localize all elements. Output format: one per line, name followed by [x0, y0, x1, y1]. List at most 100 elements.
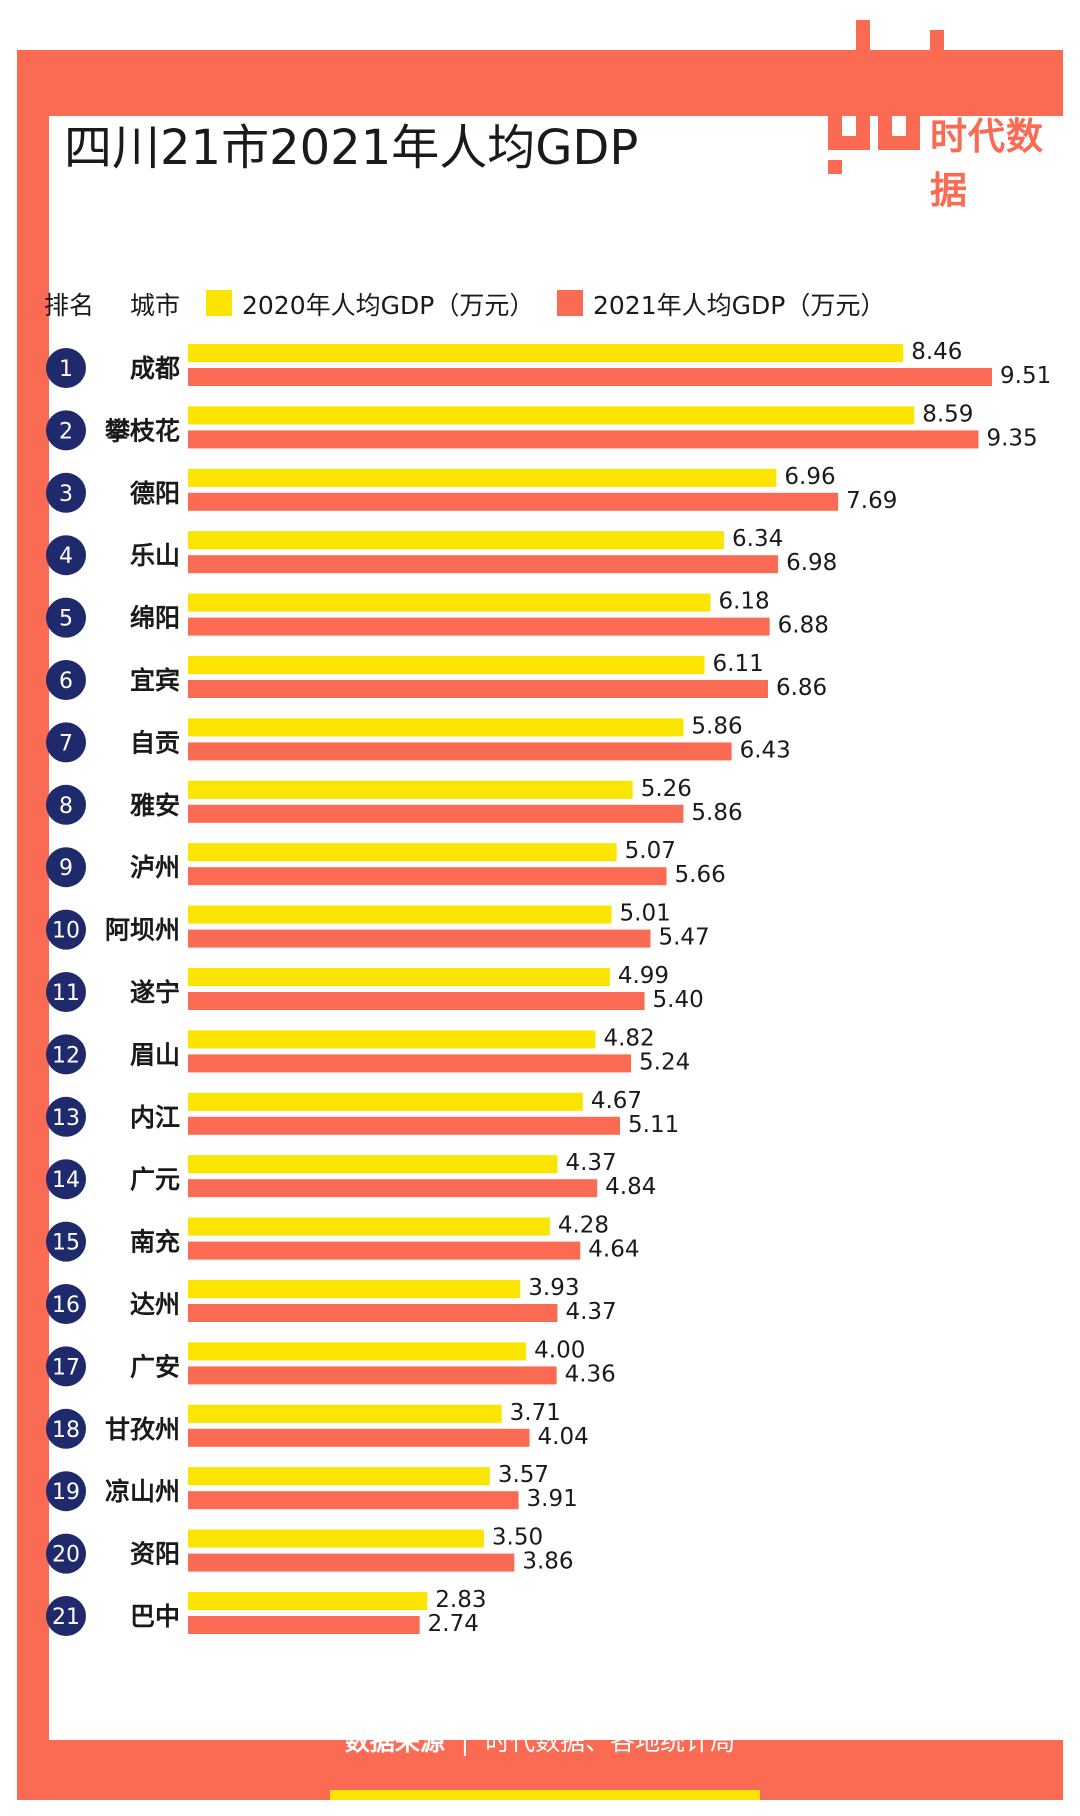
rank-badge	[46, 1284, 86, 1324]
bar-2021	[188, 368, 992, 386]
city-label: 成都	[130, 354, 180, 383]
value-label-2020: 6.11	[713, 651, 764, 677]
bar-2020	[188, 1342, 527, 1361]
source-label: 数据来源	[344, 1727, 445, 1756]
value-label-2020: 6.34	[732, 526, 783, 552]
rank-number: 18	[52, 1418, 80, 1443]
bar-2021	[188, 1054, 632, 1073]
value-label-2021: 5.86	[691, 800, 742, 826]
bar-2021	[188, 492, 839, 511]
rank-number: 4	[59, 544, 73, 569]
rank-number: 6	[59, 669, 73, 694]
legend-label-2020: 2020年人均GDP（万元）	[242, 291, 535, 320]
rank-badge	[46, 1346, 86, 1387]
bar-2020	[188, 1404, 502, 1423]
bar-2021	[188, 680, 768, 698]
rank-number: 12	[52, 1043, 80, 1068]
city-label: 甘孜州	[105, 1415, 180, 1444]
rank-badge	[46, 784, 86, 825]
rank-badge	[46, 348, 86, 388]
rank-number: 20	[52, 1543, 80, 1568]
bar-2021	[188, 1304, 558, 1322]
city-label: 广安	[130, 1352, 180, 1381]
rank-badge	[46, 1471, 86, 1512]
rank-number: 17	[52, 1355, 80, 1380]
value-label-2020: 2.83	[435, 1587, 486, 1613]
rank-badge	[46, 597, 86, 638]
bar-2021	[188, 867, 667, 886]
rank-number: 21	[52, 1605, 80, 1630]
value-label-2021: 6.88	[778, 613, 829, 639]
bar-2020	[188, 468, 777, 487]
bar-2021	[188, 742, 732, 761]
rank-badge	[46, 909, 86, 950]
city-label: 南充	[130, 1228, 180, 1257]
value-label-2021: 9.35	[986, 425, 1037, 451]
bar-2021	[188, 1116, 621, 1135]
city-label: 乐山	[130, 541, 180, 570]
bar-2021	[188, 1491, 519, 1510]
city-label: 雅安	[130, 791, 180, 820]
rank-badge	[46, 660, 86, 700]
source-separator: |	[460, 1727, 470, 1756]
rank-badge	[46, 1408, 86, 1449]
bar-2021	[188, 1241, 581, 1260]
value-label-2021: 5.24	[639, 1049, 690, 1075]
value-label-2021: 6.43	[740, 737, 791, 763]
value-label-2021: 6.98	[786, 550, 837, 576]
value-label-2021: 4.37	[565, 1299, 616, 1325]
bar-2020	[188, 1592, 428, 1610]
value-label-2021: 5.40	[653, 987, 704, 1013]
footer-accent-strip	[330, 1790, 760, 1800]
city-label: 达州	[130, 1290, 180, 1319]
bar-2020	[188, 968, 610, 986]
value-label-2020: 5.86	[691, 713, 742, 739]
value-label-2021: 4.04	[538, 1424, 589, 1450]
value-label-2020: 3.71	[510, 1400, 561, 1426]
city-label: 德阳	[130, 479, 180, 508]
rank-number: 19	[52, 1480, 80, 1505]
value-label-2021: 4.36	[565, 1361, 616, 1387]
city-label: 凉山州	[105, 1477, 180, 1506]
city-label: 眉山	[130, 1040, 180, 1069]
rank-number: 10	[52, 919, 80, 944]
city-label: 阿坝州	[105, 916, 180, 945]
bar-2020	[188, 1280, 521, 1298]
brand-name: 时代数据	[930, 115, 1044, 212]
bar-2021	[188, 555, 779, 574]
bar-2020	[188, 1529, 484, 1548]
city-column-header: 城市	[130, 291, 181, 320]
bar-2021	[188, 1179, 598, 1198]
value-label-2021: 4.64	[588, 1237, 639, 1263]
rank-badge	[46, 410, 86, 451]
value-label-2020: 3.57	[498, 1462, 549, 1488]
rank-number: 13	[52, 1106, 80, 1131]
rank-badge	[46, 535, 86, 576]
bar-2021	[188, 992, 645, 1010]
value-label-2020: 6.18	[718, 589, 769, 615]
rank-badge	[46, 1096, 86, 1137]
rank-badge	[46, 1221, 86, 1262]
value-label-2020: 8.46	[911, 339, 962, 365]
city-label: 内江	[130, 1103, 180, 1132]
value-label-2020: 5.26	[641, 776, 692, 802]
value-label-2021: 5.11	[628, 1112, 679, 1138]
value-label-2021: 4.84	[605, 1174, 656, 1200]
bar-2021	[188, 617, 770, 636]
city-label: 攀枝花	[104, 416, 180, 445]
city-label: 泸州	[130, 853, 180, 882]
value-label-2021: 3.91	[527, 1486, 578, 1512]
value-label-2020: 3.93	[528, 1275, 579, 1301]
value-label-2021: 3.86	[522, 1549, 573, 1575]
brand-logo: 时代数据	[818, 20, 1063, 212]
city-label: 巴中	[130, 1602, 180, 1631]
legend-swatch-2021	[557, 290, 583, 316]
bar-2020	[188, 656, 705, 674]
bar-2021	[188, 1428, 530, 1447]
bar-2021	[188, 1366, 557, 1385]
bar-2020	[188, 593, 711, 612]
value-label-2020: 5.07	[625, 838, 676, 864]
value-label-2020: 5.01	[620, 901, 671, 927]
value-label-2021: 5.47	[658, 925, 709, 951]
city-label: 宜宾	[130, 666, 180, 695]
